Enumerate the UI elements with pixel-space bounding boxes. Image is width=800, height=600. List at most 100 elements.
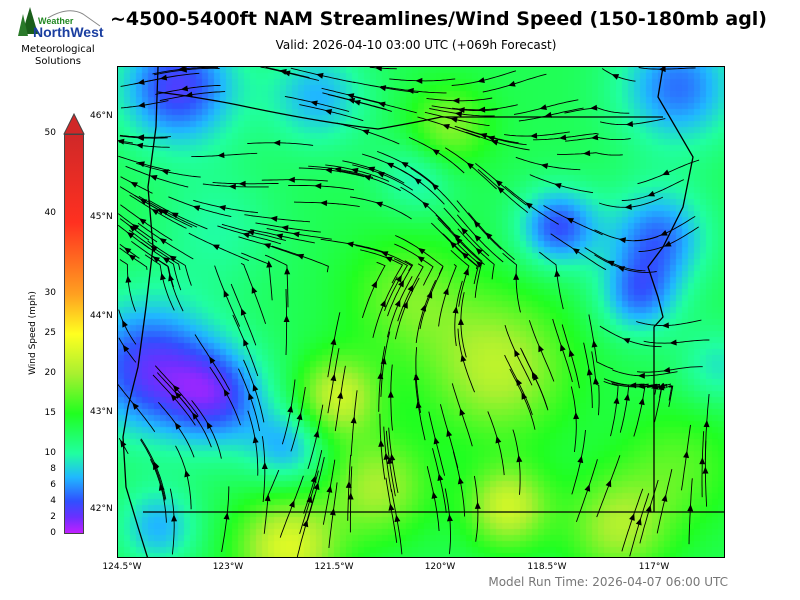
- streamline-arrow: [699, 457, 706, 465]
- streamline: [539, 251, 564, 310]
- streamline-arrow: [457, 107, 465, 114]
- streamline-arrow: [122, 344, 130, 353]
- streamline-arrow: [657, 382, 666, 389]
- streamline-arrow: [217, 152, 225, 159]
- streamline-arrow: [577, 455, 584, 464]
- lat-tick-label: 44°N: [90, 311, 113, 321]
- streamline: [504, 354, 533, 416]
- streamline-arrow: [402, 301, 408, 309]
- streamline-arrow: [314, 183, 322, 190]
- streamline-arrow: [137, 161, 145, 168]
- colorbar-tick-label: 30: [44, 288, 56, 298]
- colorbar: [64, 134, 84, 534]
- streamline: [596, 455, 621, 518]
- streamline-arrow: [172, 384, 180, 393]
- streamline: [288, 184, 355, 191]
- streamline: [451, 70, 517, 86]
- streamline-arrow: [212, 244, 220, 251]
- streamline-arrow: [478, 106, 486, 113]
- streamline-arrow: [584, 484, 591, 492]
- streamline-arrow: [150, 245, 158, 252]
- streamline: [636, 319, 702, 327]
- streamline-arrow: [337, 391, 344, 399]
- streamline: [468, 212, 515, 260]
- streamline-arrow: [387, 390, 394, 398]
- streamline-arrow: [375, 201, 384, 208]
- streamline: [299, 470, 319, 534]
- streamline-arrow: [544, 111, 552, 118]
- lon-tick-label: 120°W: [424, 562, 456, 572]
- streamline: [426, 466, 440, 532]
- streamline: [352, 164, 414, 191]
- streamline-arrow: [449, 241, 457, 249]
- lon-tick-label: 121.5°W: [314, 562, 354, 572]
- streamline-arrow: [495, 179, 503, 187]
- streamline: [193, 199, 259, 214]
- streamline: [240, 262, 267, 324]
- streamline: [327, 348, 340, 414]
- streamline: [377, 150, 435, 185]
- streamline: [118, 141, 170, 148]
- streamline-arrow: [461, 252, 469, 260]
- streamline-arrow: [407, 284, 414, 293]
- streamline-arrow: [306, 495, 313, 504]
- streamline-arrow: [560, 343, 566, 352]
- streamline-arrow: [184, 469, 191, 478]
- lon-tick-label: 124.5°W: [102, 562, 142, 572]
- streamline: [140, 241, 182, 291]
- streamline-arrow: [662, 367, 671, 373]
- streamline: [307, 404, 324, 470]
- streamline-arrow: [361, 129, 370, 136]
- streamline-arrow: [508, 80, 516, 87]
- streamline-arrow: [287, 405, 294, 413]
- streamline: [191, 400, 222, 459]
- streamline-arrow: [660, 230, 668, 236]
- streamline-arrow: [637, 372, 645, 379]
- streamline-arrow: [171, 514, 178, 522]
- streamline-arrow: [374, 67, 383, 72]
- streamline-arrow: [590, 104, 598, 111]
- streamline-arrow: [130, 181, 138, 188]
- streamline-arrow: [223, 289, 230, 298]
- coastline: [122, 67, 159, 557]
- streamline-arrow: [206, 421, 213, 430]
- streamline-arrow: [240, 308, 247, 316]
- streamline-arrow: [185, 91, 193, 98]
- streamline: [512, 429, 521, 495]
- colorbar-tick-label: 10: [44, 448, 56, 458]
- streamline: [397, 263, 424, 322]
- streamline-arrow: [513, 272, 520, 280]
- streamline-arrow: [572, 248, 580, 255]
- streamline-arrow: [661, 322, 669, 329]
- streamline-arrow: [450, 116, 458, 123]
- streamline-arrow: [539, 104, 547, 111]
- streamline-arrow: [647, 190, 655, 197]
- streamline-arrow: [380, 299, 386, 308]
- streamline: [279, 475, 304, 538]
- streamline: [241, 252, 273, 301]
- streamline: [244, 214, 311, 223]
- streamline: [410, 167, 460, 213]
- streamline-arrow: [624, 393, 630, 401]
- streamline-arrow: [703, 420, 710, 428]
- streamline-arrow: [160, 272, 166, 281]
- colorbar-tick-label: 20: [44, 368, 56, 378]
- streamline: [380, 85, 447, 94]
- streamline-arrow: [270, 215, 278, 222]
- streamline-arrow: [351, 167, 359, 174]
- streamline-arrow: [401, 161, 409, 168]
- streamline: [119, 134, 171, 138]
- streamline-arrow: [525, 202, 533, 209]
- streamline: [264, 254, 289, 308]
- streamline-arrow: [624, 203, 632, 210]
- streamline: [328, 482, 338, 548]
- streamline: [321, 87, 386, 105]
- streamline-arrow: [459, 408, 466, 416]
- streamline-arrow: [460, 354, 467, 362]
- streamline-arrow: [126, 231, 135, 239]
- streamline: [169, 488, 175, 555]
- streamline-arrow: [218, 205, 226, 211]
- streamline-arrow: [261, 462, 268, 469]
- streamline: [487, 411, 505, 476]
- streamline: [119, 259, 137, 312]
